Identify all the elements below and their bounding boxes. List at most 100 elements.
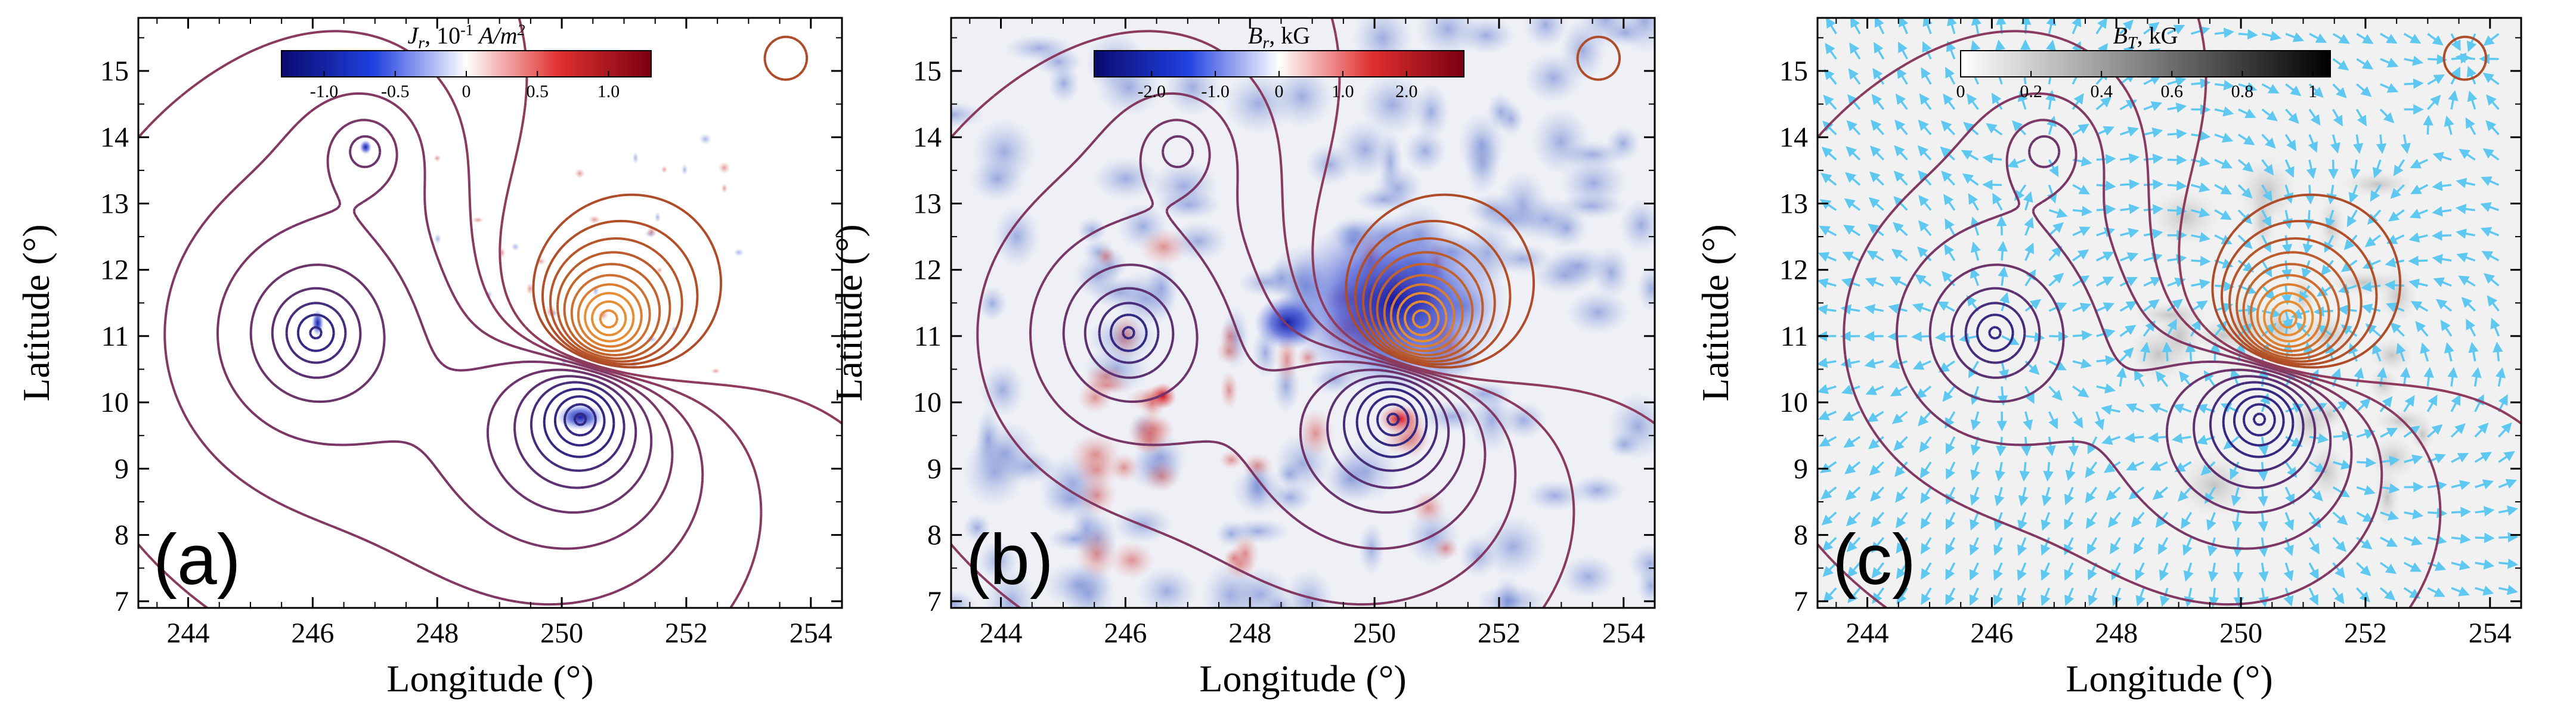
field-vector-arrow: [1874, 42, 1885, 60]
field-vector-arrow: [1818, 252, 1837, 262]
y-tick-label: 15: [913, 55, 942, 87]
field-vector-arrow: [1943, 93, 1956, 110]
field-vector-arrow: [2135, 588, 2146, 607]
field-vector-arrow: [1970, 241, 1981, 261]
contour-line: [216, 119, 674, 550]
field-vector-arrow: [2404, 536, 2423, 546]
field-vector-arrow: [1870, 486, 1884, 502]
field-vector-arrow: [1970, 537, 1980, 556]
field-vector-arrow: [2332, 108, 2343, 127]
field-vector-arrow: [2309, 461, 2326, 473]
field-vector-arrow: [2119, 126, 2139, 137]
field-vector-arrow: [2072, 184, 2091, 195]
panel-label: (a): [153, 520, 241, 600]
field-vector-arrow: [2072, 206, 2092, 216]
field-vector-arrow: [2215, 27, 2235, 38]
field-vector-arrow: [2361, 303, 2381, 314]
panel-b: 244 246 248 250 252 254 7 8 9 10 11 12 13 14 15 -2.0 -1…: [828, 17, 1656, 700]
field-vector-arrow: [1845, 172, 1861, 186]
field-vector-arrow: [2237, 234, 2253, 249]
field-vector-arrow: [2410, 301, 2429, 312]
field-vector-arrow: [2328, 160, 2339, 180]
field-vector-arrow: [2024, 269, 2036, 287]
heatmap-blob: [1636, 566, 1655, 606]
field-vector-arrow: [1944, 244, 1956, 262]
field-vector-arrow: [2451, 480, 2471, 490]
field-vector-arrow: [2208, 588, 2219, 608]
field-vector-arrow: [2007, 158, 2026, 168]
field-vector-arrow: [2440, 319, 2453, 337]
field-vector-arrow: [1993, 587, 2003, 606]
field-vector-arrow: [2481, 176, 2500, 187]
heatmap-blob: [1493, 575, 1522, 608]
field-vector-arrow: [2019, 462, 2030, 482]
field-vector-arrow: [1865, 385, 1884, 395]
field-vector-arrow: [2088, 587, 2098, 607]
contour-line: [532, 35, 809, 369]
field-vector-arrow: [1894, 145, 1908, 161]
field-vector-arrow: [1818, 278, 1837, 288]
heatmap-blob: [1432, 536, 1459, 561]
contour-line: [1976, 313, 2295, 458]
field-vector-arrow: [2096, 252, 2114, 262]
field-vector-arrow: [1912, 303, 1931, 313]
field-vector-arrow: [1842, 252, 1860, 262]
field-vector-arrow: [2261, 235, 2271, 253]
field-vector-arrow: [1888, 359, 1908, 370]
heatmap-blob: [1636, 265, 1655, 312]
field-vector-arrow: [2465, 117, 2476, 135]
field-vector-arrow: [2120, 203, 2140, 215]
field-vector-arrow: [2110, 537, 2121, 555]
field-vector-arrow: [2283, 562, 2294, 582]
field-vector-arrow: [2101, 405, 2120, 415]
field-vector-arrow: [1843, 436, 1860, 448]
field-vector-arrow: [2456, 178, 2476, 188]
field-vector-arrow: [2475, 479, 2494, 489]
field-vector-arrow: [1969, 587, 1979, 606]
field-vector-arrow: [1871, 119, 1885, 135]
field-vector-arrow: [2352, 134, 2364, 154]
field-vector-arrow: [1849, 42, 1861, 60]
heatmap-blob: [433, 154, 442, 162]
field-vector-arrow: [2230, 461, 2240, 480]
heatmap-blob: [1139, 228, 1189, 266]
field-vector-arrow: [2332, 511, 2348, 526]
heatmap-blob: [1218, 450, 1244, 470]
colorbar-title: Jr, 10-1 A/m2: [407, 21, 525, 52]
field-vector-arrow: [2119, 100, 2138, 111]
field-vector-arrow: [2143, 21, 2160, 35]
field-vector-arrow: [1961, 150, 1979, 161]
x-tick-label: 250: [1353, 617, 1396, 649]
field-vector-arrow: [2427, 33, 2444, 46]
y-tick-label: 9: [1794, 453, 1808, 485]
contour-line: [1383, 274, 1464, 352]
field-vector-arrow: [1986, 123, 2003, 136]
field-vector-arrow: [1890, 277, 1908, 287]
field-vector-arrow: [2262, 30, 2281, 41]
contour-line: [2236, 251, 2351, 360]
field-vector-arrow: [2064, 486, 2075, 505]
heatmap-blob: [656, 266, 663, 274]
heatmap-blob: [1270, 65, 1333, 128]
heatmap-blob: [1579, 18, 1633, 48]
field-vector-arrow: [1820, 173, 1837, 186]
field-vector-arrow: [2461, 297, 2476, 312]
field-vector-arrow: [2356, 511, 2374, 522]
field-vector-arrow: [2045, 436, 2056, 457]
field-vector-arrow: [1992, 193, 2003, 211]
field-vector-arrow: [1874, 18, 1885, 35]
field-vector-arrow: [1846, 511, 1861, 527]
field-vector-arrow: [1921, 587, 1932, 606]
field-vector-arrow: [2119, 324, 2137, 337]
colorbar-ticks: 0 0.2 0.4 0.6 0.8 1: [1956, 71, 2317, 101]
colorbar-tick-label: 0: [1275, 82, 1284, 101]
x-tick-label: 246: [291, 617, 334, 649]
heatmap-blob: [654, 212, 661, 223]
contour-line: [570, 274, 651, 352]
heatmap-blob: [1069, 433, 1122, 476]
field-vector-arrow: [2134, 369, 2145, 387]
contour-line: [163, 92, 704, 606]
field-vector-arrow: [2427, 561, 2447, 571]
field-vector-arrow: [2408, 255, 2428, 266]
field-vector-arrow: [2072, 303, 2092, 313]
